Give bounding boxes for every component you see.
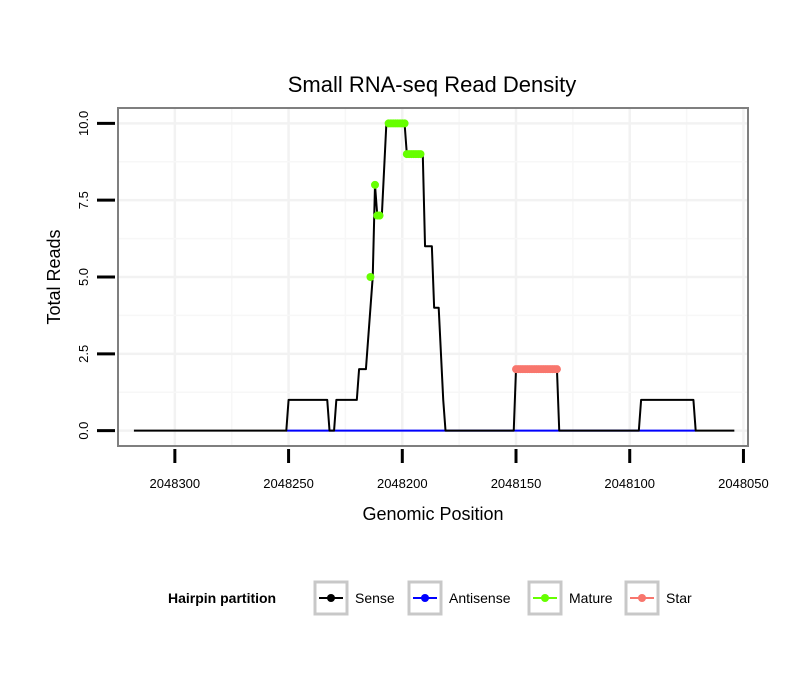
y-tick-label: 0.0 — [76, 422, 91, 440]
chart-title: Small RNA-seq Read Density — [288, 72, 577, 97]
y-tick-label: 5.0 — [76, 268, 91, 286]
plot-border — [117, 107, 749, 447]
x-axis-label: Genomic Position — [362, 504, 503, 524]
mature-point — [416, 150, 425, 159]
mature-point — [375, 211, 384, 220]
x-tick-label: 2048200 — [377, 476, 428, 491]
mature-point — [371, 180, 380, 189]
legend-entries: Sense Antisense Mature Star — [313, 580, 692, 616]
mature-point — [366, 273, 375, 281]
legend-key-point — [541, 594, 549, 602]
legend-key-point — [638, 594, 646, 602]
legend-entry-mature: Mature — [527, 580, 613, 616]
legend-label: Antisense — [449, 590, 511, 606]
x-tick-label: 2048050 — [718, 476, 769, 491]
legend-title: Hairpin partition — [168, 590, 276, 606]
legend-entry-star: Star — [624, 580, 692, 616]
legend-key-point — [421, 594, 429, 602]
legend-key-point — [327, 594, 335, 602]
legend-label: Sense — [355, 590, 395, 606]
series-layer — [133, 119, 735, 432]
x-axis: 2048300 2048250 2048200 2048150 2048100 20480… — [150, 449, 769, 491]
y-tick-label: 7.5 — [76, 191, 91, 209]
y-axis-label: Total Reads — [44, 229, 64, 324]
legend: Hairpin partition Sense Antisense Mature St… — [168, 580, 692, 616]
star-point — [552, 365, 561, 374]
legend-label: Star — [666, 590, 692, 606]
x-tick-label: 2048300 — [150, 476, 201, 491]
x-tick-label: 2048150 — [491, 476, 542, 491]
y-tick-label: 10.0 — [76, 111, 91, 136]
y-axis: 0.0 2.5 5.0 7.5 10.0 — [76, 111, 115, 440]
x-tick-label: 2048250 — [263, 476, 314, 491]
legend-label: Mature — [569, 590, 613, 606]
mature-point — [400, 119, 409, 128]
legend-entry-sense: Sense — [313, 580, 395, 616]
legend-entry-antisense: Antisense — [407, 580, 511, 616]
y-tick-label: 2.5 — [76, 345, 91, 363]
x-tick-label: 2048100 — [604, 476, 655, 491]
